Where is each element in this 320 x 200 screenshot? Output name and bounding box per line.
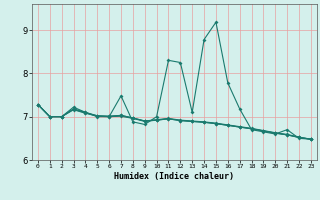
X-axis label: Humidex (Indice chaleur): Humidex (Indice chaleur) bbox=[115, 172, 234, 181]
